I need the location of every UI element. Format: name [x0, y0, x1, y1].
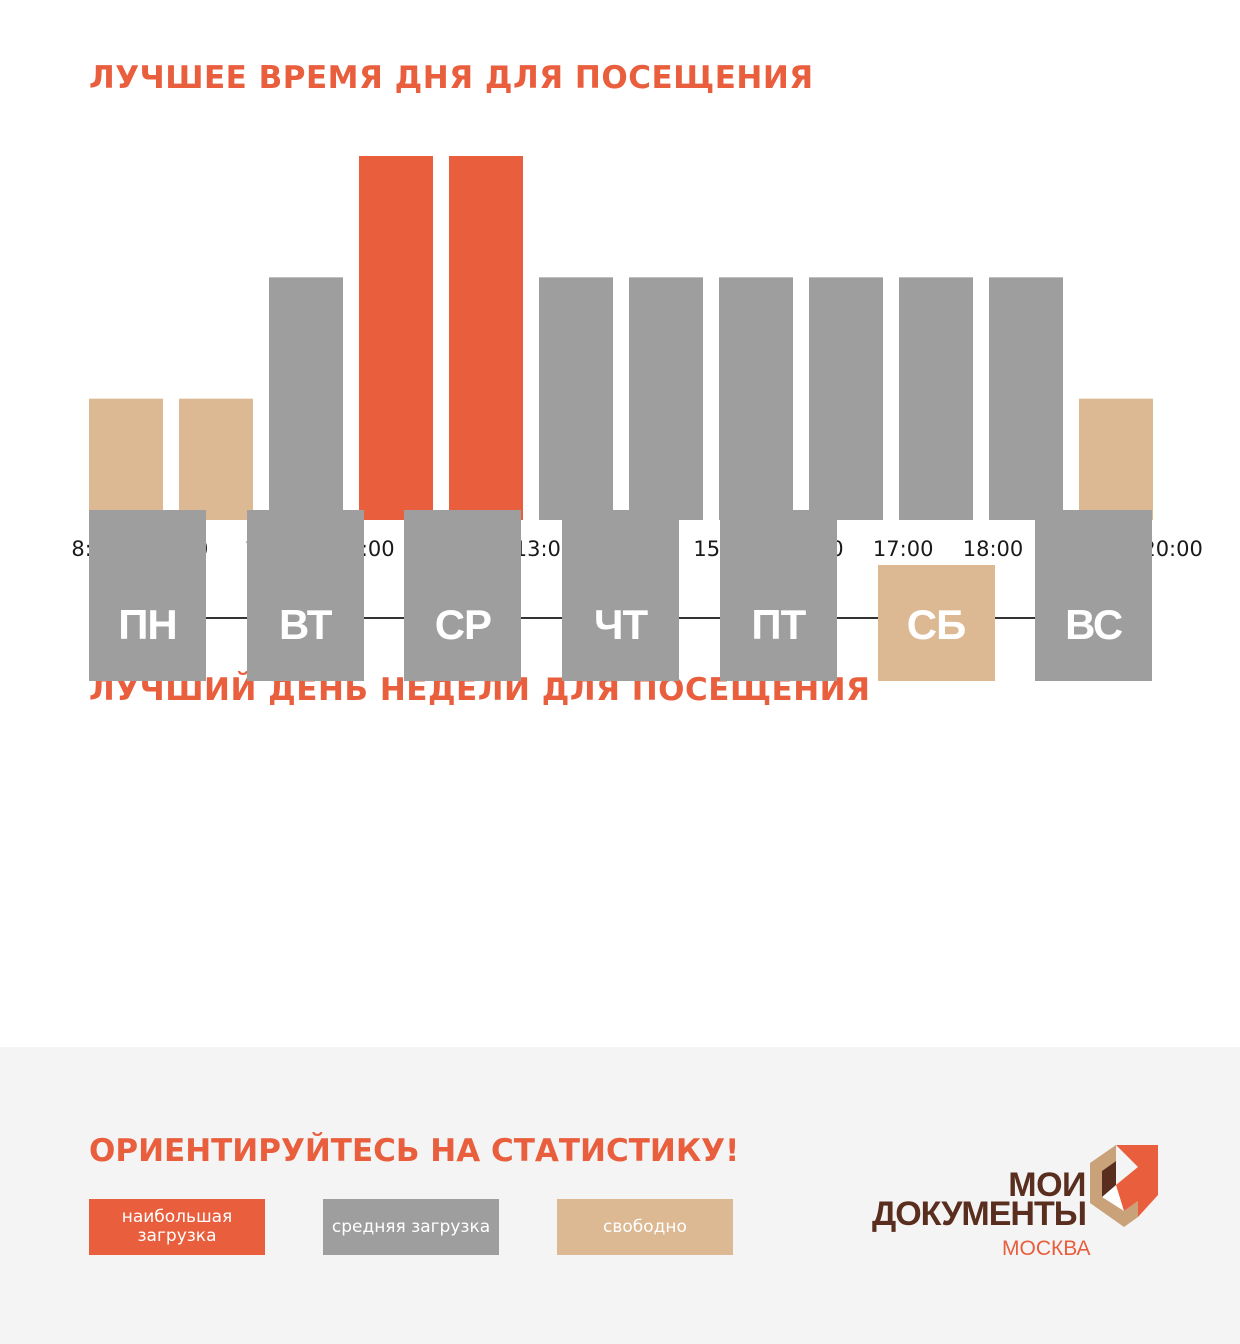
hour-bar-1300 [539, 277, 613, 520]
hour-bar-900 [179, 398, 253, 520]
x-tick-label: 17:00 [873, 537, 934, 561]
hour-bar-1500 [719, 277, 793, 520]
day-bar-0: ПН [89, 510, 206, 681]
hour-bar-1100 [359, 156, 433, 520]
day-bar-5: СБ [877, 565, 995, 681]
day-label: СР [434, 601, 492, 648]
day-bar-1: ВТ [246, 510, 364, 681]
legend-free-label: свободно [603, 1216, 687, 1237]
day-label: ВТ [278, 601, 332, 648]
day-label: ПН [118, 601, 178, 648]
legend-high-load-label: наибольшая загрузка [121, 1207, 233, 1246]
legend-free: свободно [557, 1199, 733, 1255]
hour-bar-1900 [1079, 398, 1153, 520]
day-bar-2: СР [404, 510, 522, 681]
day-bar-3: ЧТ [562, 510, 680, 681]
day-label: ВС [1065, 601, 1123, 648]
logo-line1: МОИ [1008, 1166, 1086, 1204]
day-label: ПТ [751, 601, 806, 648]
hour-bar-800 [89, 398, 163, 520]
legend-medium-load: средняя загрузка [323, 1199, 499, 1255]
legend-high-load: наибольшая загрузка [89, 1199, 265, 1255]
brand-logo: МОИ ДОКУМЕНТЫ МОСКВА [872, 1145, 1162, 1280]
legend-medium-load-label: средняя загрузка [331, 1216, 491, 1237]
hour-chart-title: ЛУЧШЕЕ ВРЕМЯ ДНЯ ДЛЯ ПОСЕЩЕНИЯ [89, 60, 814, 96]
day-bar-4: ПТ [719, 510, 837, 681]
logo-city: МОСКВА [1002, 1237, 1091, 1260]
x-tick-label: 18:00 [963, 537, 1024, 561]
hour-bar-1800 [989, 277, 1063, 520]
footer-panel: ОРИЕНТИРУЙТЕСЬ НА СТАТИСТИКУ! наибольшая… [0, 1047, 1240, 1344]
hour-bar-1000 [269, 277, 343, 520]
logo-emblem-icon [1090, 1145, 1158, 1227]
slogan: ОРИЕНТИРУЙТЕСЬ НА СТАТИСТИКУ! [89, 1133, 740, 1169]
day-bar-6: ВС [1035, 510, 1153, 681]
hour-bar-1200 [449, 156, 523, 520]
hour-chart: 8:009:0010:0011:0012:0013:0014:0015:0016… [71, 156, 1203, 561]
logo-line2: ДОКУМЕНТЫ [872, 1195, 1087, 1233]
hour-bar-1400 [629, 277, 703, 520]
day-chart: ПН ВТ СР ЧТ ПТ СБ ВС [89, 510, 1153, 681]
x-tick-label: 20:00 [1142, 537, 1203, 561]
day-label: СБ [906, 601, 967, 648]
day-label: ЧТ [594, 601, 648, 648]
hour-bar-1600 [809, 277, 883, 520]
hour-bar-1700 [899, 277, 973, 520]
